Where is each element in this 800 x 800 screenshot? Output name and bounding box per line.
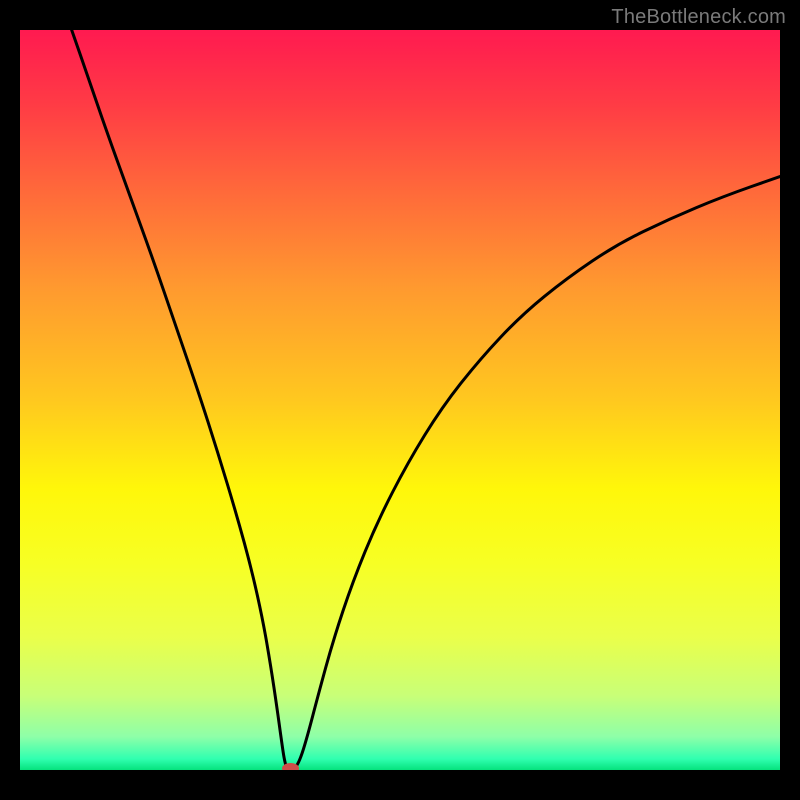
chart-svg [20, 30, 780, 770]
gradient-background [20, 30, 780, 770]
minimum-marker [283, 764, 299, 770]
watermark-text: TheBottleneck.com [611, 6, 786, 29]
chart-plot-area [20, 30, 780, 770]
